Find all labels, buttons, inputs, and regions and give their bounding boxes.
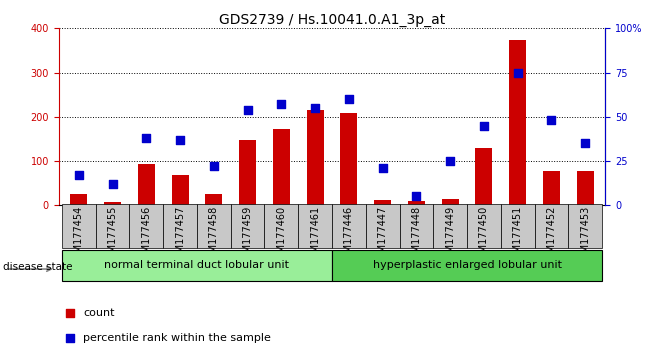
Bar bbox=[340, 113, 357, 205]
Bar bbox=[543, 171, 560, 205]
Bar bbox=[298, 204, 332, 248]
Text: GSM177461: GSM177461 bbox=[310, 206, 320, 265]
Text: GSM177453: GSM177453 bbox=[580, 206, 590, 265]
Bar bbox=[577, 171, 594, 205]
Bar bbox=[307, 110, 324, 205]
Text: GSM177451: GSM177451 bbox=[513, 206, 523, 265]
Point bbox=[74, 172, 84, 178]
Bar bbox=[475, 148, 492, 205]
Point bbox=[344, 96, 354, 102]
Bar bbox=[172, 175, 189, 205]
Text: GSM177458: GSM177458 bbox=[209, 206, 219, 265]
Bar bbox=[130, 204, 163, 248]
Text: hyperplastic enlarged lobular unit: hyperplastic enlarged lobular unit bbox=[372, 261, 562, 270]
Bar bbox=[366, 204, 400, 248]
Point bbox=[546, 118, 557, 123]
Bar bbox=[332, 250, 602, 281]
Bar bbox=[230, 204, 264, 248]
Bar bbox=[104, 202, 121, 205]
Text: GSM177446: GSM177446 bbox=[344, 206, 354, 265]
Text: GSM177459: GSM177459 bbox=[243, 206, 253, 265]
Text: GSM177447: GSM177447 bbox=[378, 206, 387, 265]
Point bbox=[580, 141, 590, 146]
Bar bbox=[467, 204, 501, 248]
Point bbox=[310, 105, 320, 111]
Bar bbox=[96, 204, 130, 248]
Point bbox=[107, 181, 118, 187]
Point bbox=[411, 194, 422, 199]
Point bbox=[175, 137, 186, 143]
Bar bbox=[434, 204, 467, 248]
Bar bbox=[163, 204, 197, 248]
Title: GDS2739 / Hs.10041.0.A1_3p_at: GDS2739 / Hs.10041.0.A1_3p_at bbox=[219, 13, 445, 27]
Point bbox=[512, 70, 523, 75]
Text: GSM177452: GSM177452 bbox=[546, 206, 557, 265]
Point bbox=[378, 165, 388, 171]
Bar bbox=[239, 140, 256, 205]
Text: GSM177448: GSM177448 bbox=[411, 206, 421, 265]
Point bbox=[242, 107, 253, 113]
Text: GSM177454: GSM177454 bbox=[74, 206, 84, 265]
Bar bbox=[442, 199, 458, 205]
Bar bbox=[138, 164, 155, 205]
Bar bbox=[264, 204, 298, 248]
Bar bbox=[509, 40, 526, 205]
Bar bbox=[400, 204, 434, 248]
Point bbox=[478, 123, 489, 129]
Bar bbox=[501, 204, 534, 248]
Bar bbox=[273, 129, 290, 205]
Text: GSM177460: GSM177460 bbox=[277, 206, 286, 265]
Text: GSM177450: GSM177450 bbox=[479, 206, 489, 265]
Point bbox=[426, 175, 437, 180]
Bar bbox=[534, 204, 568, 248]
Point bbox=[141, 135, 152, 141]
Text: percentile rank within the sample: percentile rank within the sample bbox=[83, 333, 271, 343]
Point bbox=[276, 102, 286, 107]
Bar bbox=[568, 204, 602, 248]
Text: GSM177457: GSM177457 bbox=[175, 206, 185, 265]
Text: normal terminal duct lobular unit: normal terminal duct lobular unit bbox=[105, 261, 290, 270]
Bar bbox=[62, 250, 332, 281]
Text: GSM177455: GSM177455 bbox=[107, 206, 118, 265]
Text: GSM177449: GSM177449 bbox=[445, 206, 455, 265]
Bar bbox=[70, 194, 87, 205]
Bar bbox=[206, 194, 222, 205]
Bar bbox=[62, 204, 96, 248]
Bar bbox=[374, 200, 391, 205]
Bar bbox=[332, 204, 366, 248]
Bar bbox=[197, 204, 230, 248]
Bar bbox=[408, 201, 425, 205]
Text: count: count bbox=[83, 308, 115, 318]
Point bbox=[445, 158, 455, 164]
Text: GSM177456: GSM177456 bbox=[141, 206, 151, 265]
Point bbox=[209, 164, 219, 169]
Text: disease state: disease state bbox=[3, 262, 73, 272]
